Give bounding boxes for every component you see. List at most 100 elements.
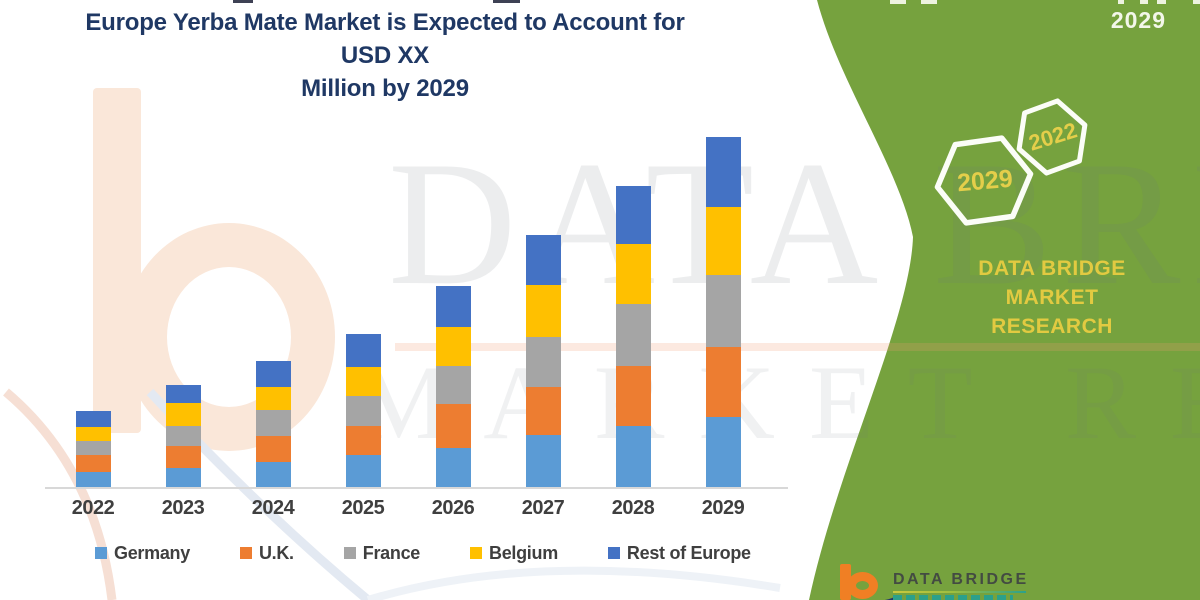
bar-segment-france xyxy=(255,410,291,436)
cutoff-text-dash xyxy=(493,0,520,3)
cutoff-text-dash xyxy=(921,0,937,4)
x-axis-label-2022: 2022 xyxy=(71,497,115,519)
chart-legend: Germany U.K. France Belgium Rest of Europe xyxy=(95,543,751,564)
x-axis-label-2027: 2027 xyxy=(521,497,565,519)
bar-segment-france xyxy=(435,366,471,404)
logo-b-icon xyxy=(840,564,851,600)
brand-line2: RESEARCH xyxy=(991,315,1113,338)
bar-segment-france xyxy=(165,426,201,446)
bar-segment-belgium xyxy=(435,327,471,366)
footer-logo: DATA BRIDGE xyxy=(838,560,1168,600)
bar-segment-belgium xyxy=(255,387,291,410)
stacked-bar-2023 xyxy=(165,385,201,487)
bar-segment-france xyxy=(525,337,561,387)
legend-label: U.K. xyxy=(258,543,294,563)
bar-segment-u-k- xyxy=(705,347,741,417)
legend-swatch-icon xyxy=(239,547,252,559)
green-panel-shape xyxy=(809,0,1200,600)
stacked-bar-2025 xyxy=(345,334,381,487)
bar-segment-rest-of-europe xyxy=(345,334,381,367)
brand-line1: DATA BRIDGE MARKET xyxy=(978,257,1126,309)
hexagon-2029-outline xyxy=(934,135,1034,226)
stacked-bar-2028 xyxy=(615,186,651,487)
bar-segment-rest-of-europe xyxy=(75,411,111,427)
bar-segment-germany xyxy=(705,417,741,487)
cutoff-text-dash xyxy=(890,0,906,4)
hexagon-2022-outline xyxy=(1016,98,1088,176)
legend-swatch-icon xyxy=(470,547,482,559)
cutoff-text-dash xyxy=(1140,0,1148,4)
bar-segment-france xyxy=(345,396,381,426)
bar-segment-germany xyxy=(255,462,291,487)
bar-segment-rest-of-europe xyxy=(615,186,651,244)
legend-item-rest-of-europe: Rest of Europe xyxy=(607,543,751,564)
stacked-bar-2027 xyxy=(525,235,561,487)
stacked-bar-2026 xyxy=(435,286,471,487)
bar-segment-rest-of-europe xyxy=(255,361,291,387)
x-axis-label-2024: 2024 xyxy=(251,497,295,519)
x-axis-label-2028: 2028 xyxy=(611,497,655,519)
bar-segment-u-k- xyxy=(255,436,291,462)
legend-item-france: France xyxy=(343,543,421,564)
bar-segment-u-k- xyxy=(345,426,381,455)
bar-segment-u-k- xyxy=(435,404,471,448)
bar-segment-germany xyxy=(345,455,381,487)
bar-segment-belgium xyxy=(705,207,741,275)
legend-label: Germany xyxy=(114,543,190,563)
legend-item-belgium: Belgium xyxy=(470,543,558,564)
bar-segment-u-k- xyxy=(75,455,111,472)
legend-swatch-icon xyxy=(95,547,107,559)
legend-swatch-icon xyxy=(607,547,620,559)
legend-swatch-icon xyxy=(343,547,356,559)
bar-segment-germany xyxy=(615,426,651,487)
bar-segment-germany xyxy=(165,468,201,487)
legend-label: Rest of Europe xyxy=(626,543,751,563)
watermark-text-data-bridge: DATA BRIDGE xyxy=(388,124,1200,322)
x-axis-label-2026: 2026 xyxy=(431,497,475,519)
chart-title-line1: Europe Yerba Mate Market is Expected to … xyxy=(85,9,685,69)
bar-segment-u-k- xyxy=(615,366,651,426)
legend-label: Belgium xyxy=(489,543,558,563)
bar-segment-rest-of-europe xyxy=(705,137,741,207)
bar-segment-rest-of-europe xyxy=(525,235,561,285)
bar-segment-belgium xyxy=(525,285,561,337)
bar-segment-rest-of-europe xyxy=(165,385,201,403)
bar-segment-belgium xyxy=(165,403,201,426)
forecast-year-top-right: 2029 xyxy=(1110,7,1166,33)
x-axis-line xyxy=(45,487,788,489)
chart-title: Europe Yerba Mate Market is Expected to … xyxy=(60,6,710,105)
footer-logo-cutoff-text xyxy=(893,595,1013,600)
brand-name-block: DATA BRIDGE MARKET RESEARCH xyxy=(930,254,1174,341)
bar-segment-germany xyxy=(525,435,561,487)
watermark-underline xyxy=(395,343,1200,351)
x-axis-label-2023: 2023 xyxy=(161,497,205,519)
stacked-bar-2022 xyxy=(75,411,111,487)
bar-segment-germany xyxy=(435,448,471,487)
chart-title-line2: Million by 2029 xyxy=(301,75,469,102)
bar-segment-france xyxy=(615,304,651,366)
legend-item-germany: Germany xyxy=(95,543,190,564)
cutoff-text-dash xyxy=(1193,0,1200,4)
bar-segment-belgium xyxy=(345,367,381,396)
x-axis-label-2029: 2029 xyxy=(701,497,745,519)
bar-segment-u-k- xyxy=(165,446,201,468)
bar-segment-france xyxy=(705,275,741,347)
bar-segment-u-k- xyxy=(525,387,561,435)
bar-segment-belgium xyxy=(75,427,111,441)
cutoff-text-dash xyxy=(1118,0,1124,4)
bar-segment-germany xyxy=(75,472,111,487)
legend-label: France xyxy=(362,543,421,563)
bar-segment-belgium xyxy=(615,244,651,304)
footer-logo-text: DATA BRIDGE xyxy=(893,571,1029,588)
stacked-bar-2024 xyxy=(255,361,291,487)
watermark-text-market-research: MARKET RESEARCH xyxy=(355,344,1200,461)
cutoff-text-dash xyxy=(1157,0,1166,4)
stacked-bar-2029 xyxy=(705,137,741,487)
x-axis-label-2025: 2025 xyxy=(341,497,385,519)
bar-segment-rest-of-europe xyxy=(435,286,471,327)
footer-logo-underline xyxy=(893,591,1026,593)
cutoff-text-dash xyxy=(233,0,253,3)
